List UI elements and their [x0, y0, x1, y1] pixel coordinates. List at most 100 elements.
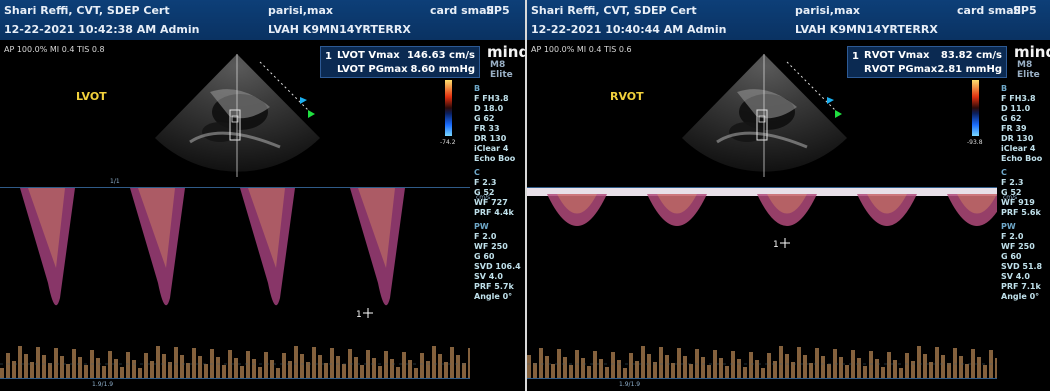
- sidebar-param: Angle 0°: [1001, 292, 1040, 301]
- brand-logo: mindr: [487, 43, 525, 61]
- view-label: RVOT: [610, 90, 644, 103]
- color-scale-min: -74.2: [440, 139, 456, 146]
- sidebar-param: D 11.0: [1001, 104, 1031, 113]
- measurement-value-pgmax: 2.81 mmHg: [937, 64, 1002, 75]
- sidebar-section-b: B: [474, 84, 481, 93]
- preset-name: card small: [957, 4, 1022, 17]
- operator-name: Shari Reffi, CVT, SDEP Cert: [531, 4, 697, 17]
- sidebar-param: WF 250: [474, 242, 508, 251]
- sidebar-param: WF 250: [1001, 242, 1035, 251]
- brand-logo: mindr: [1014, 43, 1050, 61]
- sidebar-param: SVD 106.4: [474, 262, 521, 271]
- sidebar-param: F FH3.8: [474, 94, 509, 103]
- sidebar-param: D 18.0: [474, 104, 504, 113]
- sidebar-section-pw: PW: [1001, 222, 1016, 231]
- acoustic-info: AP 100.0% MI 0.4 TIS 0.6: [531, 45, 632, 54]
- measurement-value-vmax: 83.82 cm/s: [940, 50, 1002, 61]
- color-scale-min: -93.8: [967, 139, 983, 146]
- sidebar-param: Echo Boo: [474, 154, 516, 163]
- sidebar-section-pw: PW: [474, 222, 489, 231]
- sidebar-param: G 60: [1001, 252, 1022, 261]
- probe-name: SP5: [1013, 4, 1037, 17]
- measurement-index: 1: [325, 51, 332, 62]
- measurement-box: 1 LVOT Vmax 146.63 cm/s LVOT PGmax 8.60 …: [320, 46, 480, 78]
- patient-id: LVAH K9MN14YRTERRX: [268, 23, 411, 36]
- time-scale-bottom: 1.9/1.9: [527, 378, 997, 391]
- sidebar-param: G 52: [1001, 188, 1022, 197]
- sidebar-section-c: C: [1001, 168, 1007, 177]
- sidebar-param: F 2.0: [1001, 232, 1024, 241]
- preset-name: card small: [430, 4, 495, 17]
- doppler-spectrum: 1: [0, 188, 470, 378]
- measurement-label-vmax: RVOT Vmax: [864, 50, 930, 61]
- sidebar-param: G 60: [474, 252, 495, 261]
- measurement-value-pgmax: 8.60 mmHg: [410, 64, 475, 75]
- exam-datetime: 12-22-2021 10:42:38 AM Admin: [4, 23, 200, 36]
- time-scale-bottom: 1.9/1.9: [0, 378, 470, 391]
- sidebar-param: F 2.3: [1001, 178, 1024, 187]
- sidebar-param: G 62: [1001, 114, 1022, 123]
- doppler-panel-rvot: Shari Reffi, CVT, SDEP Cert 12-22-2021 1…: [527, 0, 1050, 391]
- sidebar-param: F 2.3: [474, 178, 497, 187]
- model-name: M8 Elite: [1017, 60, 1040, 80]
- sidebar-section-b: B: [1001, 84, 1008, 93]
- sidebar-param: FR 33: [474, 124, 500, 133]
- doppler-panel-lvot: Shari Reffi, CVT, SDEP Cert 12-22-2021 1…: [0, 0, 525, 391]
- measurement-label-pgmax: LVOT PGmax: [337, 64, 408, 75]
- sidebar-section-c: C: [474, 168, 480, 177]
- sidebar-param: G 52: [474, 188, 495, 197]
- sidebar-param: SV 4.0: [1001, 272, 1030, 281]
- sidebar-param: PRF 7.1k: [1001, 282, 1041, 291]
- sidebar-param: Echo Boo: [1001, 154, 1043, 163]
- cursor-label: 1: [356, 310, 362, 320]
- sidebar-param: PRF 5.7k: [474, 282, 514, 291]
- panel-header: Shari Reffi, CVT, SDEP Cert 12-22-2021 1…: [527, 0, 1050, 40]
- velocity-unit: cm/s: [476, 194, 491, 201]
- cursor-label: 1: [773, 240, 779, 250]
- patient-name: parisi,max: [268, 4, 333, 17]
- measurement-index: 1: [852, 51, 859, 62]
- sidebar-param: PRF 4.4k: [474, 208, 514, 217]
- measurement-label-vmax: LVOT Vmax: [337, 50, 400, 61]
- measurement-value-vmax: 146.63 cm/s: [406, 50, 475, 61]
- sidebar-param: DR 130: [474, 134, 507, 143]
- sidebar-param: Angle 0°: [474, 292, 513, 301]
- velocity-unit: cm/s: [1003, 194, 1018, 201]
- time-scale-top: [527, 180, 997, 188]
- color-scale-bar: [972, 80, 979, 136]
- scale-bottom-label: 1.9/1.9: [92, 381, 114, 388]
- sidebar-param: WF 919: [1001, 198, 1035, 207]
- view-label: LVOT: [76, 90, 107, 103]
- sidebar-param: F 2.0: [474, 232, 497, 241]
- sidebar-param: DR 130: [1001, 134, 1034, 143]
- acoustic-info: AP 100.0% MI 0.4 TIS 0.8: [4, 45, 105, 54]
- patient-name: parisi,max: [795, 4, 860, 17]
- echo-sector-image: [155, 54, 320, 177]
- patient-id: LVAH K9MN14YRTERRX: [795, 23, 938, 36]
- sidebar-param: iClear 4: [474, 144, 509, 153]
- operator-name: Shari Reffi, CVT, SDEP Cert: [4, 4, 170, 17]
- color-scale-bar: [445, 80, 452, 136]
- sidebar-param: iClear 4: [1001, 144, 1036, 153]
- sidebar-param: F FH3.8: [1001, 94, 1036, 103]
- echo-sector-image: [682, 54, 847, 177]
- panel-divider: [525, 0, 527, 391]
- sidebar-param: FR 39: [1001, 124, 1027, 133]
- measurement-box: 1 RVOT Vmax 83.82 cm/s RVOT PGmax 2.81 m…: [847, 46, 1007, 78]
- sidebar-param: G 62: [474, 114, 495, 123]
- scale-top-label: 1/1: [110, 178, 120, 185]
- model-name: M8 Elite: [490, 60, 513, 80]
- time-scale-top: 1/1: [0, 178, 470, 188]
- exam-datetime: 12-22-2021 10:40:44 AM Admin: [531, 23, 727, 36]
- sidebar-param: SV 4.0: [474, 272, 503, 281]
- sidebar-param: PRF 5.6k: [1001, 208, 1041, 217]
- scale-bottom-label: 1.9/1.9: [619, 381, 641, 388]
- doppler-spectrum: 1: [527, 188, 997, 378]
- panel-header: Shari Reffi, CVT, SDEP Cert 12-22-2021 1…: [0, 0, 525, 40]
- measurement-label-pgmax: RVOT PGmax: [864, 64, 938, 75]
- probe-name: SP5: [486, 4, 510, 17]
- sidebar-param: SVD 51.8: [1001, 262, 1043, 271]
- sidebar-param: WF 727: [474, 198, 508, 207]
